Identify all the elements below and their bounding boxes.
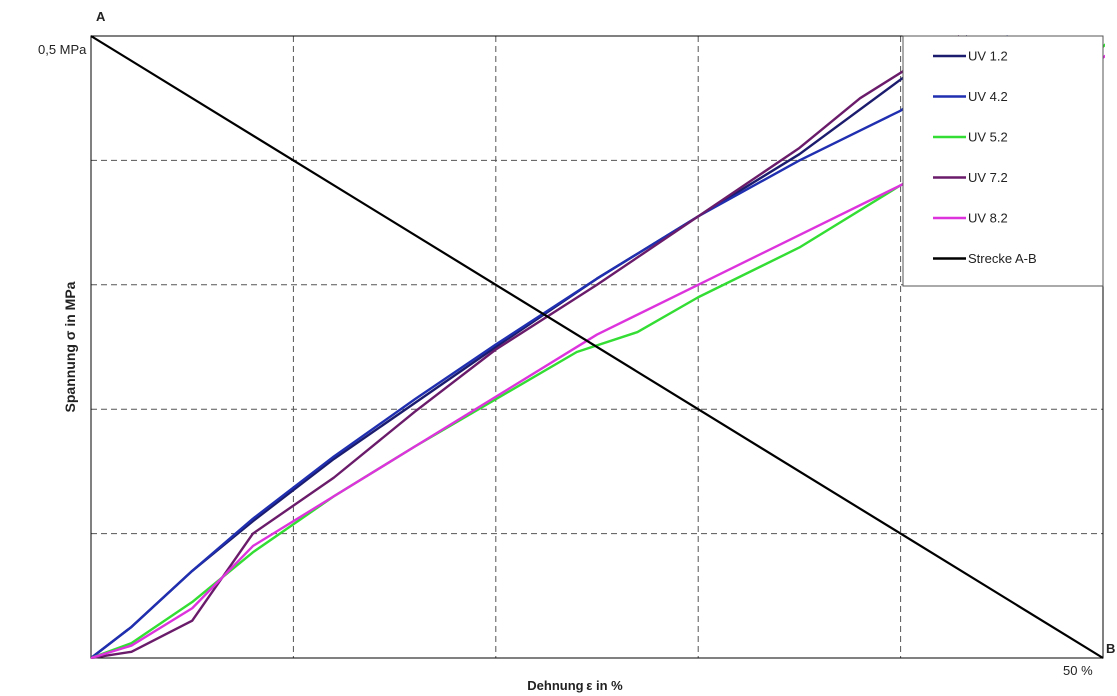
series-line-uv-5-2 <box>91 43 1105 659</box>
series-line-strecke-a-b <box>91 35 1104 659</box>
legend-box <box>902 35 1104 287</box>
legend: UV 1.2 UV 4.2 UV 5.2 UV 7.2 UV 8.2 Strecke A-… <box>902 35 1104 287</box>
legend-label: Strecke A-B <box>968 251 1037 266</box>
series-layer <box>91 35 1105 659</box>
x-tick-right: 50 % <box>1063 663 1093 678</box>
point-label-b: B <box>1106 641 1115 656</box>
legend-label: UV 4.2 <box>968 89 1008 104</box>
plot-frame <box>90 35 1104 659</box>
legend-label: UV 7.2 <box>968 170 1008 185</box>
x-axis-label: Dehnung ε in % <box>527 678 623 693</box>
legend-label: UV 5.2 <box>968 130 1008 145</box>
series-line-uv-8-2 <box>91 54 1105 659</box>
legend-label: UV 8.2 <box>968 211 1008 226</box>
y-axis-label: Spannung σ in MPa <box>62 281 78 412</box>
series-line-uv-7-2 <box>91 35 960 659</box>
series-line-uv-1-2 <box>91 35 969 659</box>
series-line-uv-4-2 <box>91 35 1009 659</box>
y-tick-top: 0,5 MPa <box>38 42 87 57</box>
point-label-a: A <box>96 9 106 24</box>
legend-label: UV 1.2 <box>968 49 1008 64</box>
